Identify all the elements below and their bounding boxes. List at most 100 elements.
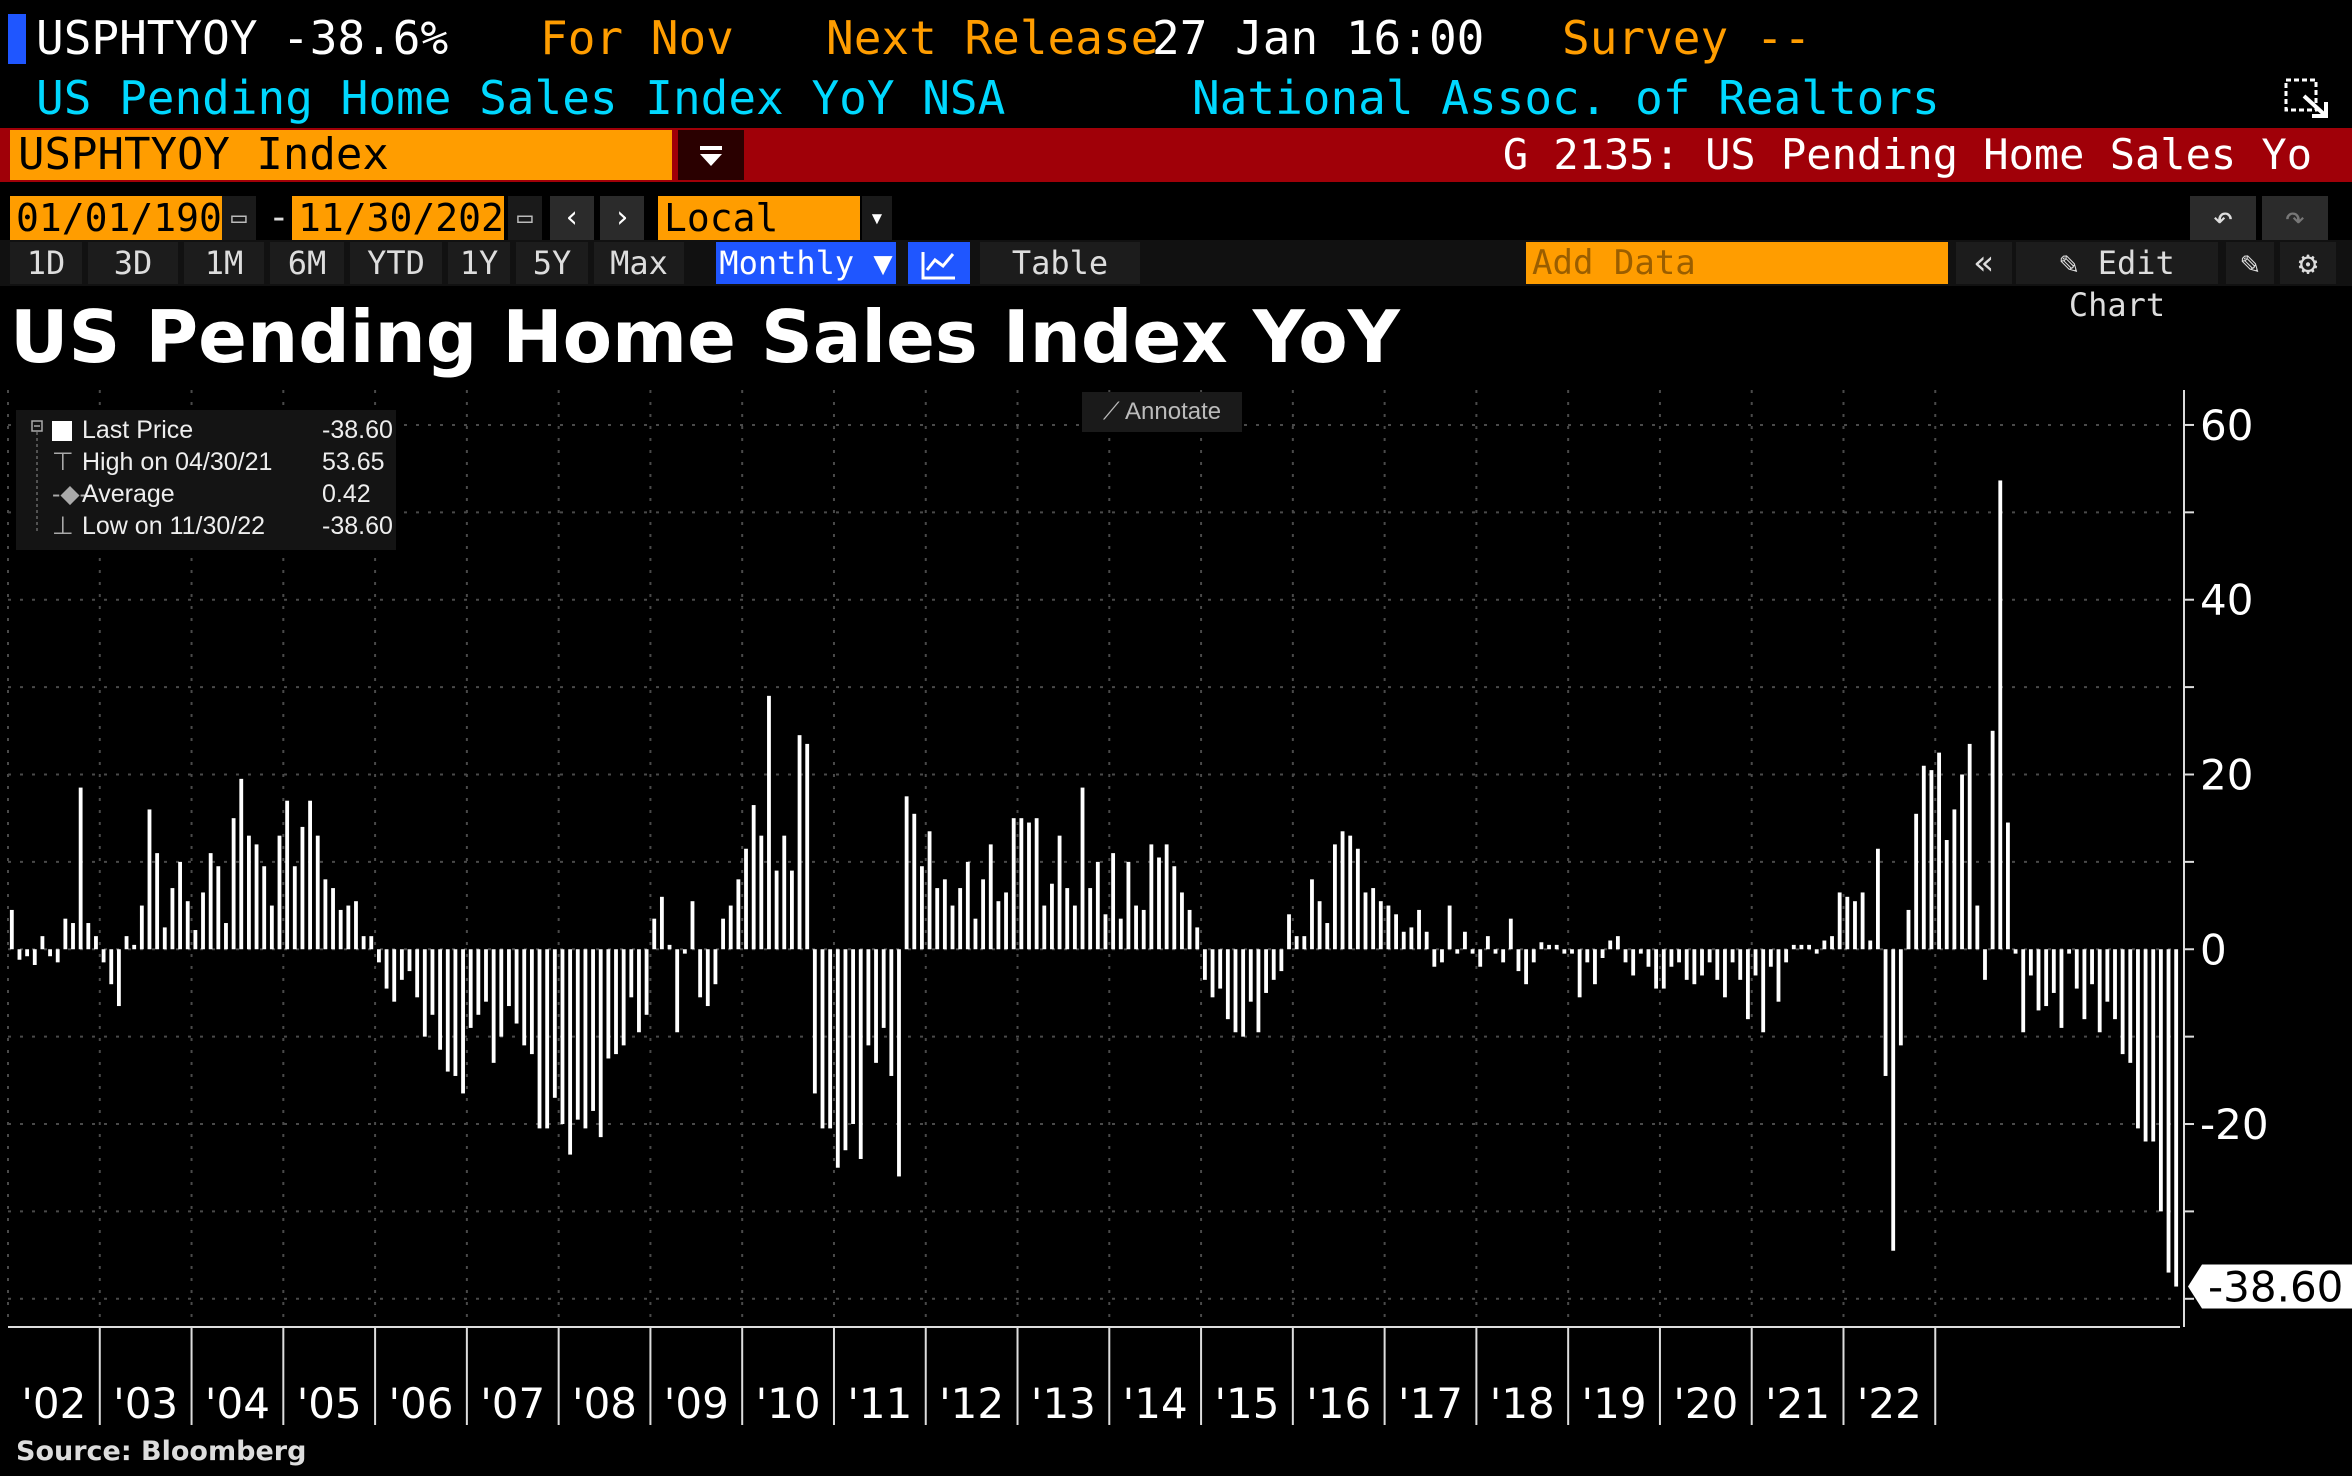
next-period-button[interactable]: › <box>600 196 644 240</box>
bar <box>1256 949 1261 1033</box>
bar <box>147 809 152 950</box>
bar <box>1738 949 1743 980</box>
range-tab-1d[interactable]: 1D <box>10 242 82 284</box>
security-dropdown[interactable] <box>678 130 744 180</box>
bar <box>9 909 14 950</box>
bar <box>1807 944 1811 950</box>
bar <box>950 905 955 950</box>
bar <box>17 949 22 960</box>
redo-icon[interactable]: ↷ <box>2262 196 2328 240</box>
bar <box>2082 949 2087 1020</box>
bar <box>392 949 397 1002</box>
bar <box>185 901 190 950</box>
bar <box>514 949 519 1024</box>
bar <box>1072 905 1077 950</box>
bar <box>40 936 45 950</box>
bar <box>522 949 527 1046</box>
x-tick-label: '09 <box>664 1379 729 1428</box>
bar <box>94 936 98 950</box>
date-separator: - <box>268 197 290 238</box>
legend-high-row[interactable]: ⊤ High on 04/30/21 53.65 <box>52 446 392 478</box>
legend-low-row[interactable]: ⊥ Low on 11/30/22 -38.60 <box>52 510 393 542</box>
bar <box>2013 949 2018 954</box>
bar <box>1883 949 1888 1076</box>
annotate-label: Annotate <box>1125 398 1222 425</box>
security-input[interactable]: USPHTYOY Index <box>10 130 672 180</box>
x-tick-label: '11 <box>847 1379 912 1428</box>
bar <box>361 936 366 950</box>
range-tab-3d[interactable]: 3D <box>88 242 178 284</box>
bar <box>2143 949 2148 1142</box>
end-date-input[interactable]: 11/30/2022 <box>292 196 527 240</box>
bar <box>606 949 611 1059</box>
bar <box>774 870 779 950</box>
bar <box>63 918 68 950</box>
gear-icon[interactable]: ⚙ <box>2280 242 2336 284</box>
bar <box>2120 949 2125 1055</box>
bar <box>1080 787 1085 950</box>
range-tab-max[interactable]: Max <box>594 242 684 284</box>
bar <box>438 949 443 1050</box>
bar <box>1463 931 1467 950</box>
range-tab-ytd[interactable]: YTD <box>350 242 442 284</box>
bar <box>560 949 565 1125</box>
bar <box>1042 905 1047 950</box>
bar <box>331 888 335 950</box>
legend-last-row[interactable]: Last Price -38.60 <box>52 414 393 446</box>
bar <box>652 918 657 950</box>
bar <box>591 949 595 1111</box>
bar <box>1593 949 1597 985</box>
undo-icon[interactable]: ↶ <box>2190 196 2256 240</box>
range-tab-1m[interactable]: 1M <box>184 242 264 284</box>
bar <box>476 949 481 1015</box>
security-marker <box>8 14 26 64</box>
bar <box>254 844 259 950</box>
collapse-icon[interactable]: « <box>1956 242 2012 284</box>
bar <box>468 949 473 1028</box>
bar <box>981 879 986 950</box>
x-tick-label: '13 <box>1031 1379 1096 1428</box>
ticker-symbol: USPHTYOY <box>36 11 258 65</box>
period-select[interactable]: Monthly ▼ <box>716 242 896 284</box>
bar <box>1554 944 1559 950</box>
bar <box>415 949 420 998</box>
bar <box>1646 949 1651 967</box>
bar <box>973 918 978 950</box>
bar <box>1753 949 1758 976</box>
currency-dropdown-icon[interactable]: ▾ <box>862 196 892 240</box>
line-chart-icon[interactable] <box>908 242 970 284</box>
bar <box>1440 949 1444 963</box>
edit-note-icon[interactable]: ✎ <box>2226 242 2274 284</box>
prev-period-button[interactable]: ‹ <box>550 196 594 240</box>
start-calendar-icon[interactable]: ▭ <box>222 196 256 240</box>
annotate-button[interactable]: ⟋ Annotate <box>1082 392 1242 432</box>
bar <box>1325 923 1330 950</box>
bar <box>1898 949 1903 1046</box>
x-tick-label: '03 <box>113 1379 178 1428</box>
bar <box>1730 949 1735 963</box>
legend-avg-row[interactable]: -◆- Average 0.42 <box>52 478 392 510</box>
bar <box>1952 809 1957 950</box>
table-button[interactable]: Table <box>980 242 1140 284</box>
bar <box>1623 949 1628 963</box>
bar <box>1791 944 1796 950</box>
bar <box>1432 949 1437 967</box>
add-data-input[interactable]: Add Data <box>1526 242 1948 284</box>
start-date-input[interactable]: 01/01/1900 <box>10 196 245 240</box>
popout-icon[interactable] <box>2282 74 2334 122</box>
end-calendar-icon[interactable]: ▭ <box>508 196 542 240</box>
bar <box>1088 888 1093 950</box>
bar <box>1294 936 1299 950</box>
y-tick-label: 20 <box>2200 750 2253 799</box>
last-change: -38.6% <box>282 11 449 65</box>
bar <box>377 949 381 963</box>
bar <box>1478 949 1483 967</box>
bar <box>2105 949 2110 1002</box>
bar <box>1960 774 1964 950</box>
bar <box>1141 909 1146 950</box>
x-tick-label: '22 <box>1857 1379 1922 1428</box>
range-tab-1y[interactable]: 1Y <box>448 242 510 284</box>
edit-chart-button[interactable]: ✎ Edit Chart <box>2016 242 2218 324</box>
range-tab-5y[interactable]: 5Y <box>516 242 588 284</box>
range-tab-6m[interactable]: 6M <box>270 242 344 284</box>
